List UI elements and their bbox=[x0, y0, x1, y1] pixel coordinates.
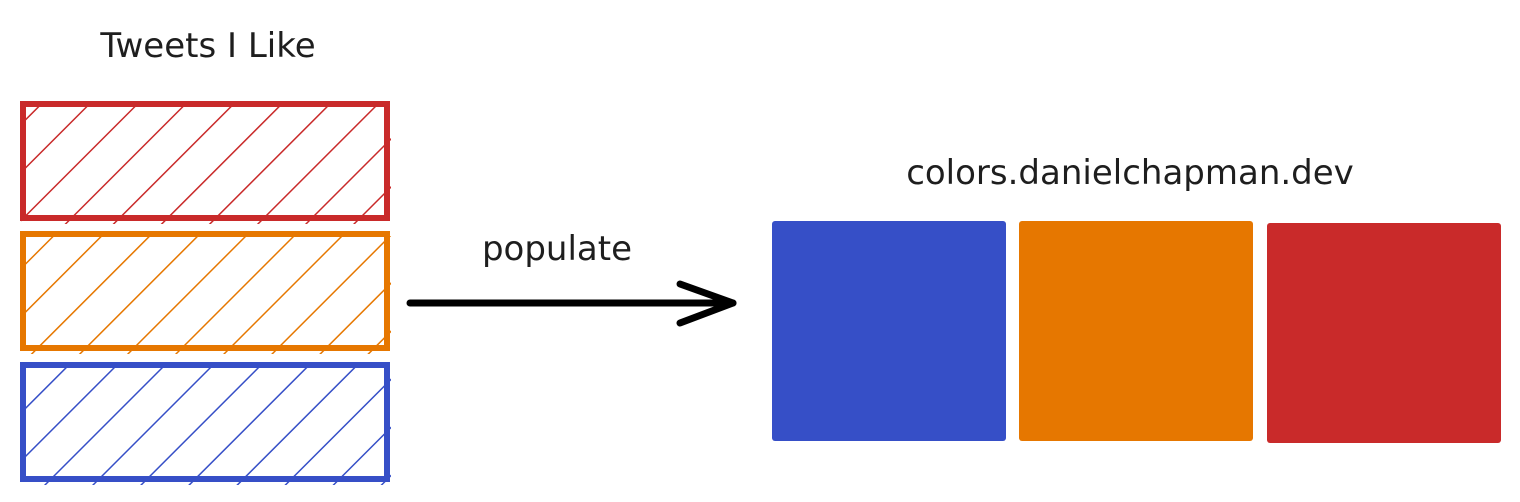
tweet-hatch-fill bbox=[21, 236, 391, 354]
color-swatch bbox=[1019, 221, 1253, 441]
populate-arrow bbox=[406, 280, 737, 327]
tweet-hatch-fill bbox=[21, 106, 391, 224]
swatch-row bbox=[772, 221, 1501, 443]
site-title: colors.danielchapman.dev bbox=[906, 153, 1354, 193]
tweet-hatch-fill bbox=[21, 367, 391, 485]
tweet-box bbox=[20, 362, 391, 485]
tweet-outline bbox=[20, 101, 390, 221]
tweet-outline bbox=[20, 231, 390, 351]
tweets-title: Tweets I Like bbox=[99, 26, 315, 66]
arrow-label: populate bbox=[482, 229, 632, 269]
tweet-box bbox=[20, 231, 391, 354]
color-swatch bbox=[1267, 223, 1501, 443]
tweet-list bbox=[20, 101, 391, 485]
color-swatch bbox=[772, 221, 1006, 441]
tweet-box bbox=[20, 101, 391, 224]
tweet-outline bbox=[20, 362, 390, 482]
arrow-head bbox=[676, 280, 737, 327]
